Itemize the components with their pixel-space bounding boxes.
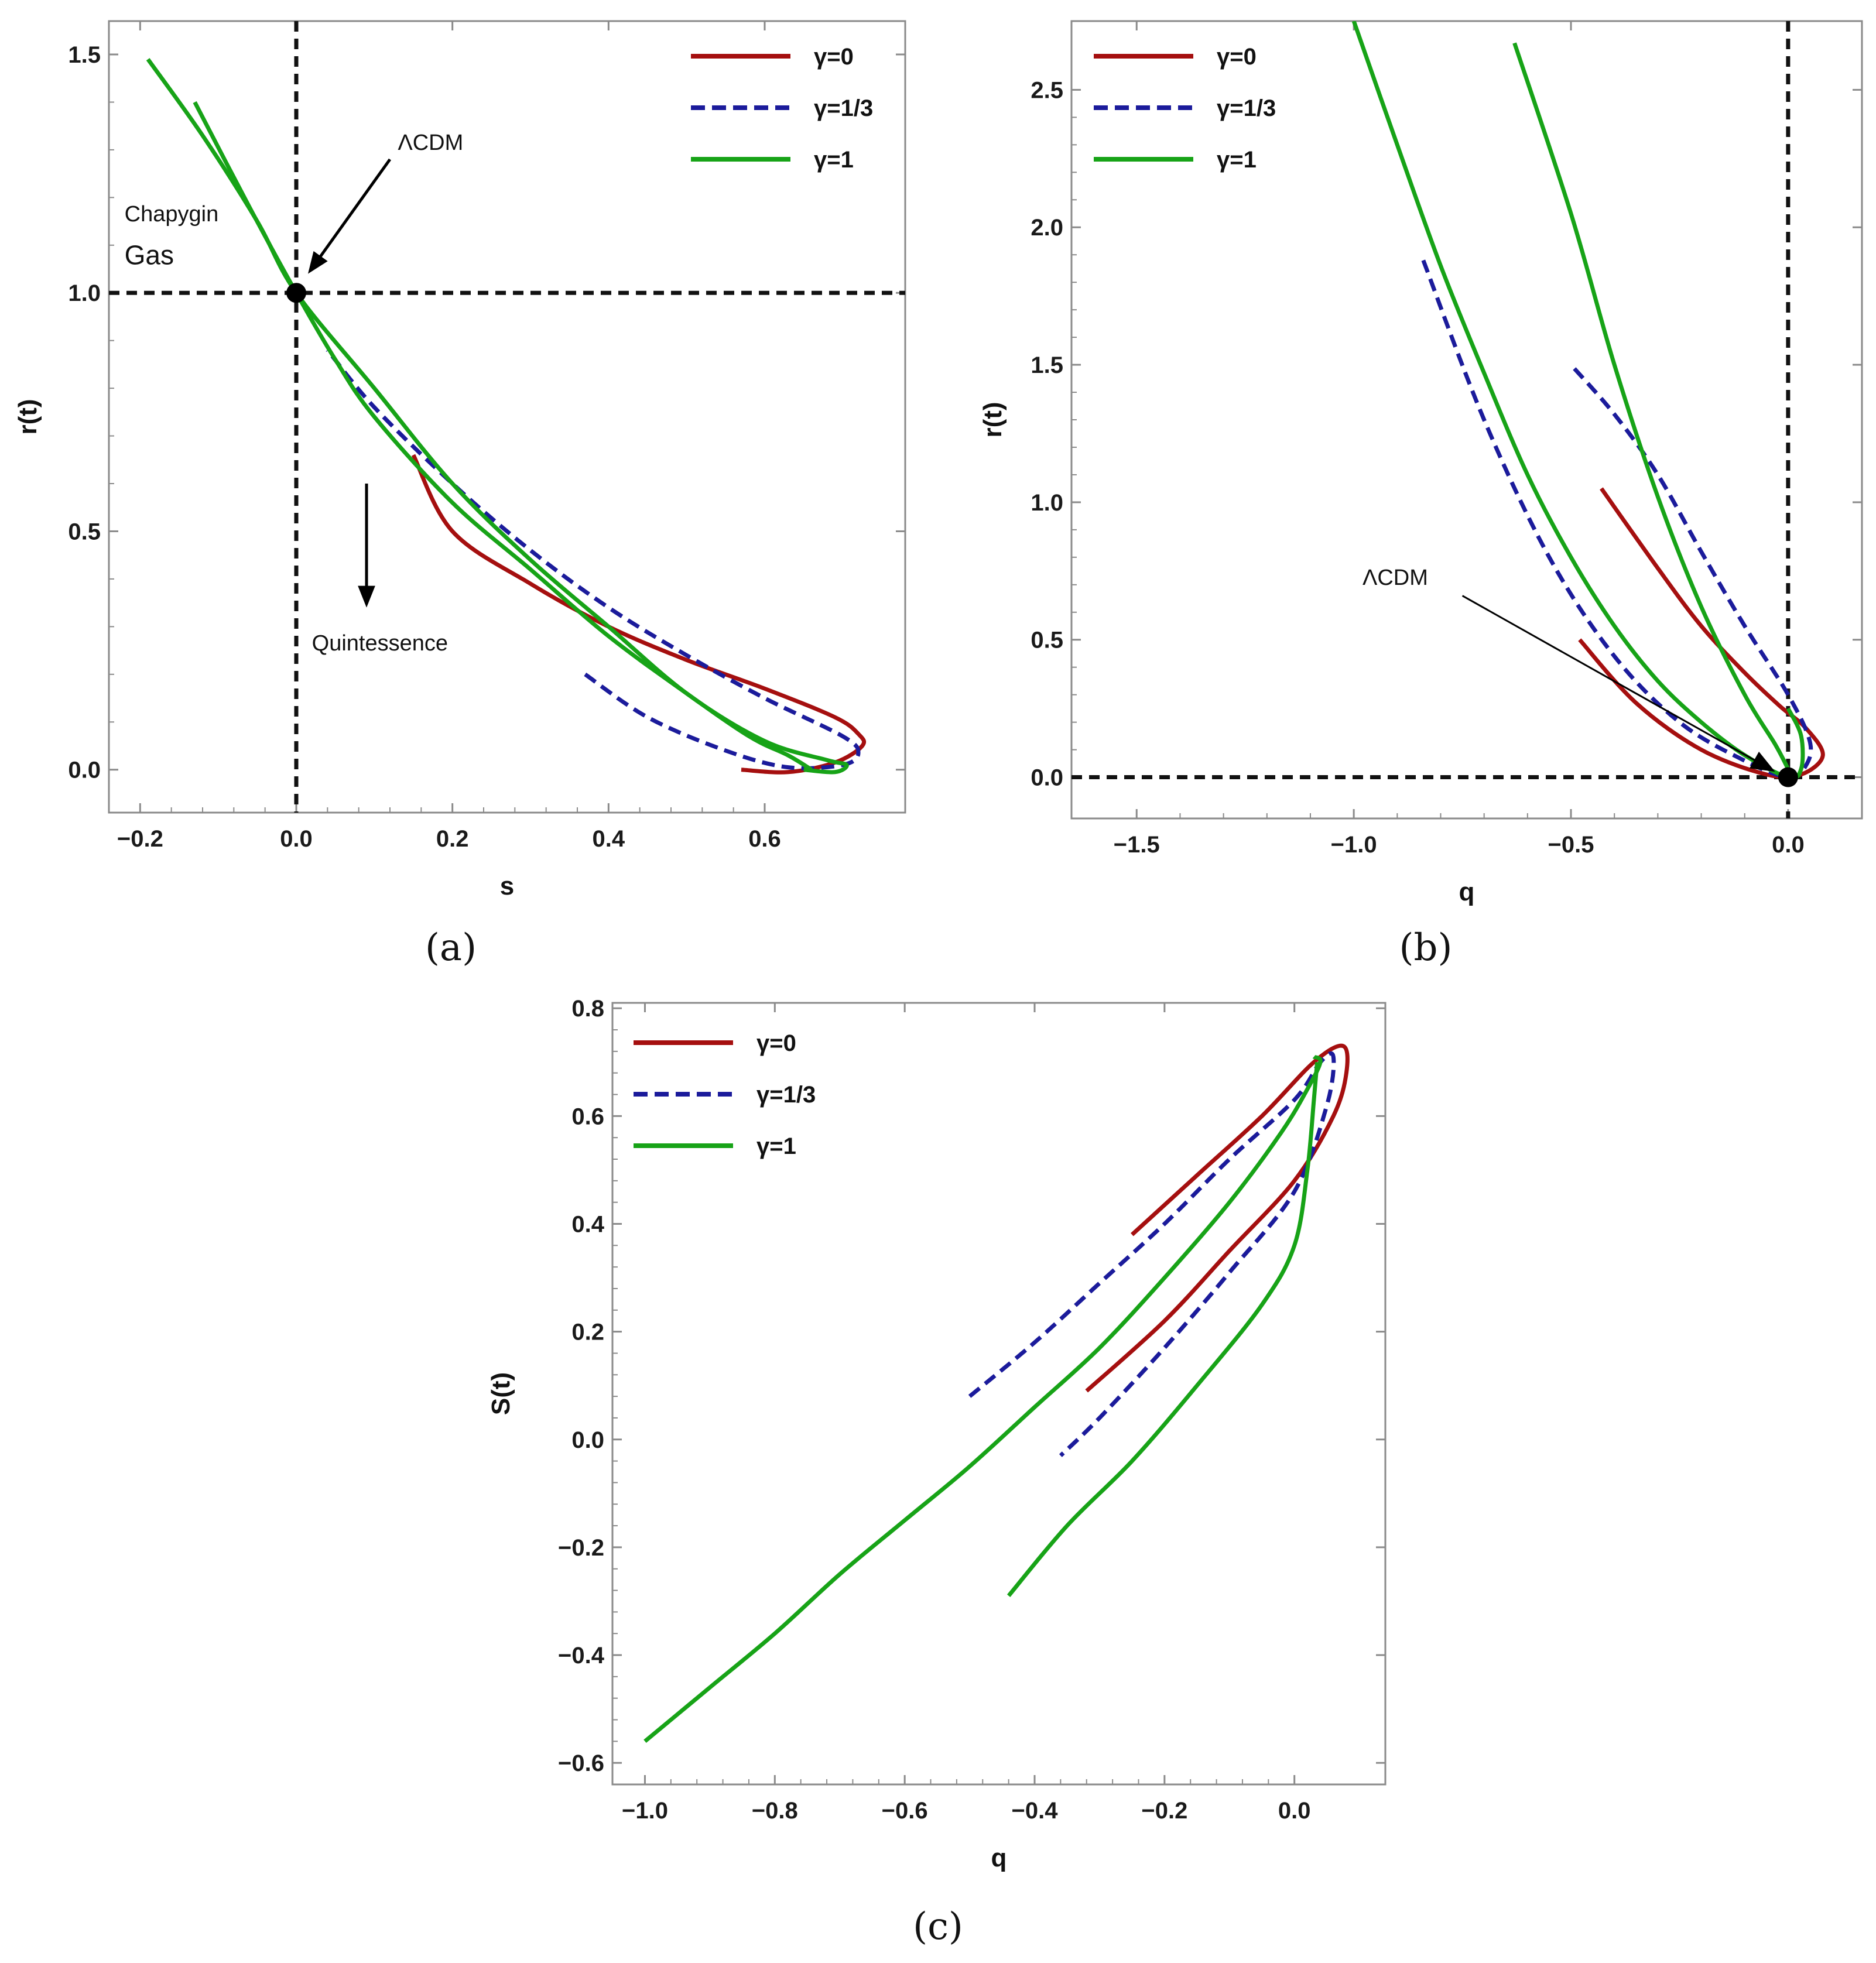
x-tick-label: −0.4 — [1012, 1798, 1059, 1824]
y-axis-title: S(t) — [487, 1372, 515, 1415]
panel-a: −0.2 0.0 0.2 0.4 0.6 0.0 0.5 1.0 1.5 s r(t) ΛCDM Cha… — [13, 20, 906, 969]
series-line-1 — [326, 348, 861, 770]
y-tick-label: 2.0 — [1031, 215, 1063, 241]
lcdm-point — [1778, 767, 1798, 787]
x-tick-label: 0.4 — [593, 826, 625, 852]
annotation-arrow-shaft — [1461, 595, 1758, 763]
y-tick-label: 1.0 — [1031, 490, 1063, 516]
y-tick-label: 0.2 — [571, 1320, 604, 1345]
x-axis-title: s — [500, 872, 514, 900]
x-tick-label: −0.5 — [1548, 832, 1594, 858]
plot-area — [643, 1043, 1350, 1743]
series-line-3 — [1007, 1061, 1320, 1598]
legend-label: γ=1/3 — [1217, 95, 1276, 121]
plot-area — [109, 21, 905, 813]
y-tick-label: 1.5 — [1031, 352, 1063, 378]
annotation-arrow-head — [308, 251, 328, 274]
legend-label: γ=0 — [1217, 44, 1257, 70]
annotation-text: ΛCDM — [1363, 566, 1428, 590]
panel-b: −1.5 −1.0 −0.5 0.0 0.0 0.5 1.0 1.5 2.0 2.5 q r(t) ΛC… — [978, 20, 1863, 969]
panel-caption: (b) — [1399, 926, 1453, 969]
x-axis-title: q — [991, 1844, 1007, 1872]
y-tick-label: 0.0 — [571, 1427, 604, 1453]
y-axis-title: r(t) — [978, 402, 1007, 437]
y-tick-label: −0.2 — [558, 1535, 604, 1561]
annotation-text: Chapygin — [125, 202, 219, 227]
plot-frame — [108, 20, 906, 814]
series-line-3 — [193, 101, 813, 772]
legend-label: γ=1/3 — [756, 1082, 816, 1108]
panel-c: −1.0 −0.8 −0.6 −0.4 −0.2 0.0 −0.6 −0.4 −0.2 0.0 0.… — [487, 996, 1387, 1948]
x-tick-label: 0.0 — [1278, 1798, 1311, 1824]
y-tick-label: 0.4 — [571, 1211, 604, 1237]
plot-frame — [611, 1002, 1387, 1786]
x-tick-label: −0.2 — [117, 826, 163, 852]
lcdm-point — [286, 283, 306, 303]
x-tick-label: −1.0 — [622, 1798, 668, 1824]
y-tick-label: 0.5 — [68, 519, 101, 544]
legend-label: γ=1 — [756, 1133, 796, 1159]
y-tick-label: 1.5 — [68, 42, 101, 68]
series-line-0 — [1578, 487, 1825, 780]
x-tick-label: 0.0 — [1772, 832, 1805, 858]
x-tick-label: −0.8 — [752, 1798, 798, 1824]
y-tick-label: 0.0 — [68, 758, 101, 783]
legend-label: γ=1 — [1217, 147, 1257, 173]
annotation-text: Quintessence — [312, 631, 448, 656]
x-tick-label: 0.0 — [280, 826, 313, 852]
annotation-text: ΛCDM — [398, 131, 463, 155]
x-tick-label: −0.2 — [1141, 1798, 1187, 1824]
x-tick-label: 0.6 — [748, 826, 781, 852]
panel-caption: (c) — [913, 1905, 963, 1948]
x-tick-label: 0.2 — [436, 826, 469, 852]
legend-label: γ=0 — [814, 44, 854, 70]
y-axis-title: r(t) — [13, 399, 42, 434]
y-tick-label: 0.0 — [1031, 765, 1063, 791]
y-tick-label: 2.5 — [1031, 77, 1063, 103]
annotation-arrow-shaft — [317, 158, 392, 260]
annotation-arrow-head — [358, 585, 375, 608]
y-tick-label: 1.0 — [68, 280, 101, 306]
x-tick-label: −1.0 — [1331, 832, 1377, 858]
y-tick-label: 0.6 — [571, 1104, 604, 1129]
legend-label: γ=0 — [756, 1030, 796, 1056]
series-line-0 — [1085, 1043, 1350, 1393]
panel-caption: (a) — [425, 926, 477, 969]
x-tick-label: −1.5 — [1114, 832, 1160, 858]
x-axis-title: q — [1459, 878, 1475, 906]
y-tick-label: −0.6 — [558, 1750, 604, 1776]
y-tick-label: 0.8 — [571, 996, 604, 1022]
series-line-2 — [643, 1054, 1323, 1743]
y-tick-label: 0.5 — [1031, 628, 1063, 653]
legend-label: γ=1 — [814, 147, 854, 173]
y-tick-label: −0.4 — [558, 1643, 605, 1669]
legend-label: γ=1/3 — [814, 95, 873, 121]
series-line-3 — [1512, 42, 1791, 770]
annotation-text: Gas — [125, 239, 174, 270]
annotation-arrow-head — [1750, 751, 1775, 772]
x-tick-label: −0.6 — [882, 1798, 928, 1824]
